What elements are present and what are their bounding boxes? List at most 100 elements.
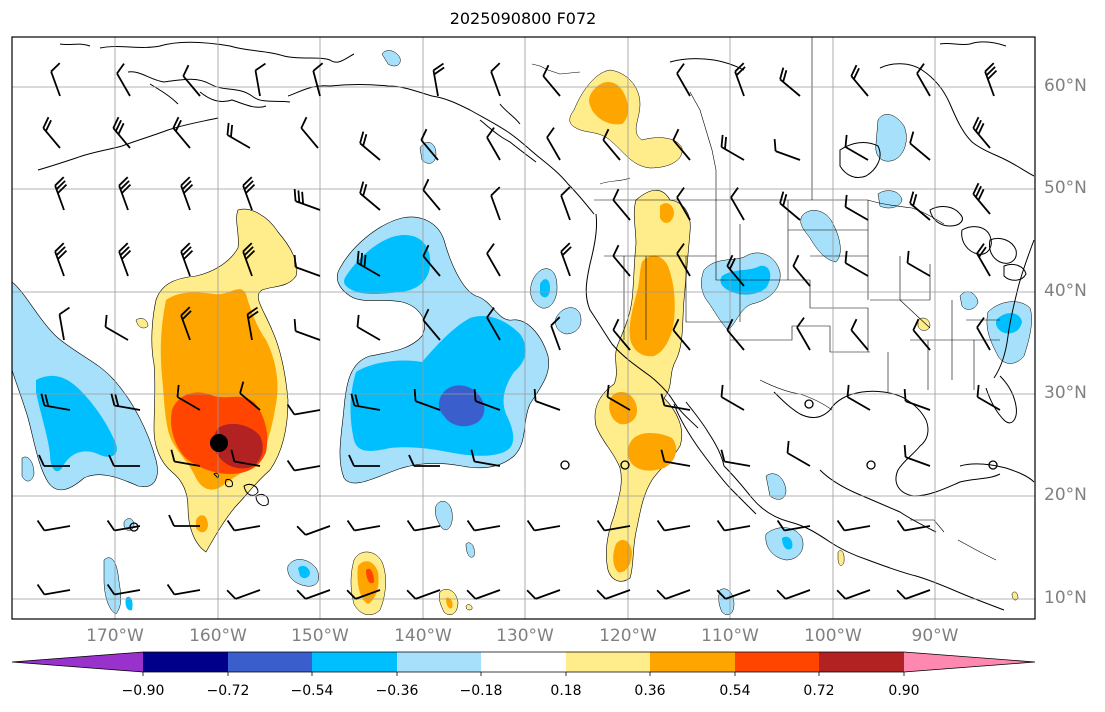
- wind-barb: [422, 244, 441, 277]
- wind-barb: [836, 520, 871, 532]
- latitude-label: 50°N: [1044, 178, 1087, 198]
- wind-barb: [180, 242, 194, 277]
- wind-barb: [172, 116, 191, 149]
- latitude-label: 30°N: [1044, 383, 1087, 403]
- longitude-label: 110°W: [701, 626, 759, 646]
- wind-barb: [850, 318, 869, 351]
- wind-barb: [490, 186, 501, 221]
- wind-barb: [526, 520, 561, 532]
- wind-barb: [58, 306, 70, 341]
- wind-barb: [850, 64, 869, 97]
- wind-barb: [656, 520, 691, 532]
- map-frame: [11, 36, 1036, 620]
- wind-barb: [54, 242, 68, 277]
- wind-barb: [286, 404, 321, 416]
- colorbar-tick-label: −0.54: [290, 683, 334, 699]
- wind-barb: [560, 186, 571, 221]
- wind-barb: [612, 244, 631, 277]
- longitude-label: 120°W: [599, 626, 657, 646]
- colorbar-extension-max: [904, 652, 1035, 672]
- wind-barb: [406, 520, 441, 532]
- coastlines: [37, 41, 1035, 611]
- longitude-label: 100°W: [804, 626, 862, 646]
- wind-barb: [38, 454, 70, 467]
- wind-barb: [293, 188, 321, 211]
- wind-barb: [406, 589, 441, 600]
- wind-barb: [976, 384, 1001, 411]
- wind-barb: [909, 191, 931, 221]
- wind-barb: [560, 242, 572, 277]
- wind-barb: [526, 589, 561, 600]
- colorbar-segment: [228, 652, 312, 672]
- wind-barb: [348, 454, 380, 467]
- wind-barb: [596, 520, 631, 532]
- wind-barb: [312, 62, 324, 97]
- wind-barb: [226, 122, 251, 149]
- wind-barb: [42, 116, 61, 149]
- latitude-label: 40°N: [1044, 281, 1087, 301]
- colorbar-segment: [650, 652, 735, 672]
- wind-barb: [660, 393, 691, 411]
- wind-barb: [779, 191, 801, 221]
- wind-barb: [720, 449, 751, 467]
- map-title: 2025090800 F072: [449, 9, 597, 28]
- wind-barb: [36, 584, 71, 596]
- wind-barb: [293, 318, 321, 341]
- wind-barb: [776, 589, 811, 600]
- wind-barb: [473, 388, 501, 411]
- latitude-label: 10°N: [1044, 588, 1087, 608]
- wind-barb: [239, 381, 261, 411]
- wind-barb: [180, 306, 192, 341]
- wind-barb: [359, 181, 381, 211]
- wind-barb: [726, 318, 745, 351]
- wind-barb: [490, 62, 501, 97]
- wind-barb: [470, 449, 501, 467]
- wind-barb: [116, 63, 131, 97]
- longitude-label: 160°W: [189, 626, 247, 646]
- wind-barb: [242, 176, 256, 211]
- wind-barb: [296, 589, 331, 600]
- wind-barb: [716, 589, 751, 600]
- negative-anomaly-fill: [11, 50, 1032, 615]
- colorbar-tick-label: 0.18: [550, 683, 582, 699]
- wind-barb: [466, 589, 501, 600]
- colorbar-segment: [397, 652, 481, 672]
- wind-barb: [176, 384, 201, 411]
- wind-barb: [40, 393, 71, 411]
- calm-circle: [988, 460, 998, 470]
- wind-barb: [106, 520, 141, 532]
- wind-barb: [432, 62, 445, 97]
- wind-barb: [293, 254, 321, 277]
- wind-barb: [420, 128, 439, 161]
- wind-barb: [108, 454, 140, 467]
- colorbar-segment: [735, 652, 819, 672]
- colorbar-segment: [143, 652, 228, 672]
- wind-barb: [112, 116, 131, 149]
- latitude-label: 20°N: [1044, 485, 1087, 505]
- wind-barb: [226, 520, 261, 532]
- wind-barb: [726, 254, 745, 287]
- wind-barb: [50, 62, 61, 97]
- colorbar: [11, 651, 1036, 676]
- wind-barb: [550, 316, 561, 351]
- wind-barb: [656, 589, 691, 600]
- latitude-label: 60°N: [1044, 76, 1087, 96]
- wind-barb: [182, 64, 201, 97]
- colorbar-extension-min: [12, 652, 143, 672]
- wind-barb: [903, 388, 931, 411]
- longitude-label: 140°W: [394, 626, 452, 646]
- wind-barb: [896, 589, 931, 600]
- wind-barb: [300, 116, 319, 149]
- wind-barb: [606, 384, 631, 411]
- wind-barb: [602, 128, 621, 161]
- calm-circle: [866, 460, 876, 470]
- colorbar-segment: [566, 652, 650, 672]
- wind-barb: [916, 63, 931, 97]
- wind-barb: [720, 384, 745, 411]
- longitude-label: 90°W: [911, 626, 959, 646]
- graticule: [12, 37, 1035, 619]
- wind-barb: [546, 127, 561, 161]
- wind-barb: [486, 127, 501, 161]
- wind-barb: [779, 67, 801, 97]
